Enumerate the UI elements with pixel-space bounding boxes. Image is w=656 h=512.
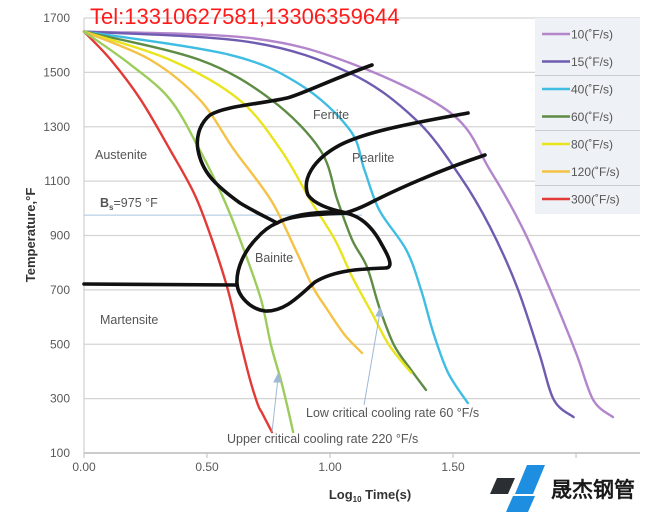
logo-blue-upper bbox=[515, 465, 545, 494]
y-tick-label: 500 bbox=[50, 337, 70, 351]
martensite-start-line bbox=[82, 282, 239, 287]
x-tick-labels: 0.00 0.50 1.00 1.50 bbox=[72, 460, 465, 474]
legend-label: 120(˚F/s) bbox=[571, 165, 620, 179]
series-line bbox=[82, 30, 413, 374]
logo-text: 晟杰钢管 bbox=[551, 478, 635, 502]
label-martensite: Martensite bbox=[100, 313, 158, 327]
low-critical-arrowhead bbox=[375, 306, 384, 317]
y-tick-label: 1100 bbox=[44, 174, 70, 188]
pearlite-start-curve bbox=[304, 111, 470, 215]
x-tick-label: 0.00 bbox=[72, 460, 96, 474]
legend-label: 15(˚F/s) bbox=[571, 55, 613, 69]
x-tick-label: 1.00 bbox=[318, 460, 342, 474]
legend-label: 300(˚F/s) bbox=[571, 193, 620, 207]
label-pearlite: Pearlite bbox=[352, 151, 394, 165]
y-tick-label: 1700 bbox=[43, 11, 70, 25]
y-tick-label: 300 bbox=[50, 392, 70, 406]
y-axis-label: Temperature,°F bbox=[23, 188, 38, 283]
grid bbox=[83, 17, 640, 458]
series-line bbox=[82, 30, 575, 419]
series-line bbox=[82, 30, 274, 434]
legend-label: 80(˚F/s) bbox=[571, 138, 613, 152]
low-critical-note: Low critical cooling rate 60 °F/s bbox=[306, 406, 479, 420]
logo-blue-lower bbox=[506, 496, 535, 512]
series-line bbox=[82, 30, 615, 419]
series-line bbox=[82, 30, 469, 405]
bainite-region bbox=[235, 210, 392, 313]
watermark-phone: Tel:13310627581,13306359644 bbox=[90, 4, 400, 29]
legend-label: 10(˚F/s) bbox=[571, 28, 613, 42]
label-bainite: Bainite bbox=[255, 251, 293, 265]
upper-critical-arrowhead bbox=[273, 372, 282, 383]
y-tick-label: 900 bbox=[50, 229, 70, 243]
x-axis-label: Log10 Time(s) bbox=[329, 487, 411, 504]
pearlite-finish-curve bbox=[343, 153, 487, 215]
x-tick-label: 0.50 bbox=[195, 460, 219, 474]
low-critical-arrow bbox=[363, 311, 381, 406]
logo-dark-block bbox=[490, 478, 515, 494]
label-austenite: Austenite bbox=[95, 148, 147, 162]
y-tick-label: 1500 bbox=[43, 65, 70, 79]
legend-label: 40(˚F/s) bbox=[571, 83, 613, 97]
series-line bbox=[82, 30, 295, 434]
y-tick-labels: 100 300 500 700 900 1100 1300 1500 1700 bbox=[43, 11, 70, 460]
label-ferrite: Ferrite bbox=[313, 108, 349, 122]
legend: 10(˚F/s) 15(˚F/s) 40(˚F/s) 60(˚F/s) 80(˚F/s)… bbox=[535, 18, 640, 214]
series-group bbox=[82, 30, 615, 434]
legend-label: 60(˚F/s) bbox=[571, 110, 613, 124]
y-tick-label: 100 bbox=[50, 446, 70, 460]
series-line bbox=[82, 30, 364, 355]
x-tick-label: 1.50 bbox=[441, 460, 465, 474]
upper-critical-note: Upper critical cooling rate 220 °F/s bbox=[227, 432, 418, 446]
upper-critical-arrow bbox=[271, 377, 279, 433]
label-bs: Bs=975 °F bbox=[100, 196, 158, 212]
series-line bbox=[82, 30, 428, 392]
y-tick-label: 1300 bbox=[43, 120, 70, 134]
logo: 晟杰钢管 bbox=[490, 465, 635, 512]
y-tick-label: 700 bbox=[50, 283, 70, 297]
ferrite-start-curve bbox=[195, 63, 374, 225]
